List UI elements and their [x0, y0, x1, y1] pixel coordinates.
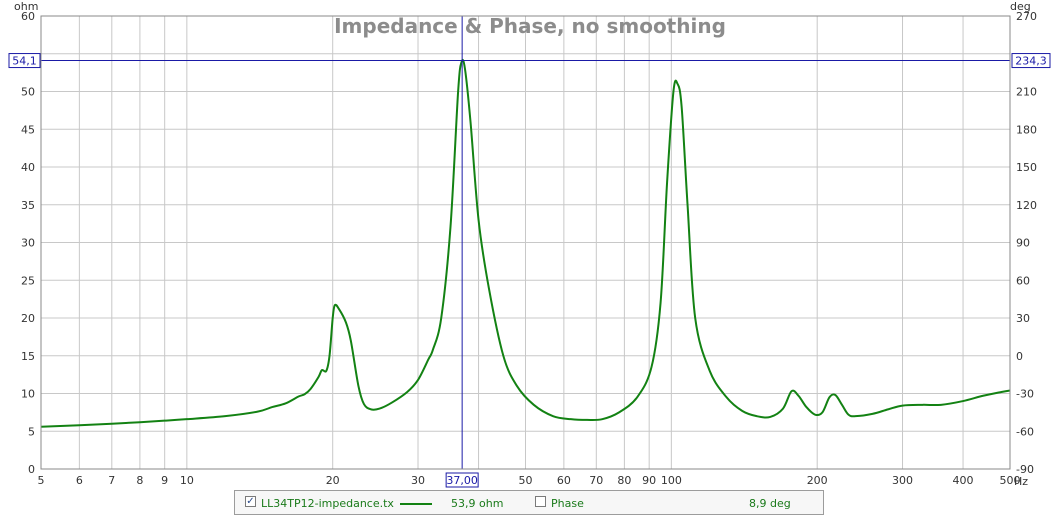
right-tick-label: 270 [1016, 10, 1037, 23]
cursor[interactable]: 54,1 234,3 37,00 [8, 16, 1051, 488]
right-axis: -90 -60 -30 0 30 60 90 120 150 180 210 270 [1016, 10, 1037, 476]
plot-frame [40, 15, 1011, 470]
x-tick-label: 400 [953, 474, 974, 487]
cursor-x-readout-text: 37,00 [446, 474, 478, 487]
x-tick-label: 60 [557, 474, 571, 487]
x-tick-label: 100 [661, 474, 682, 487]
x-tick-label: 500 [1000, 474, 1021, 487]
legend-series1-name: LL34TP12-impedance.tx [261, 497, 394, 510]
x-tick-label: 70 [589, 474, 603, 487]
right-tick-label: 30 [1016, 312, 1030, 325]
x-tick-label: 6 [76, 474, 83, 487]
right-tick-label: 90 [1016, 237, 1030, 250]
left-tick-label: 0 [28, 463, 35, 476]
right-tick-label: -30 [1016, 388, 1034, 401]
cursor-left-readout: 54,1 [8, 53, 41, 69]
cursor-right-readout-box [1011, 53, 1051, 69]
x-tick-label: 9 [161, 474, 168, 487]
left-axis-unit: ohm [14, 0, 38, 13]
x-tick-label: 8 [136, 474, 143, 487]
left-tick-label: 45 [21, 123, 35, 136]
x-tick-label: 10 [180, 474, 194, 487]
right-tick-label: 180 [1016, 123, 1037, 136]
right-tick-label: 150 [1016, 161, 1037, 174]
x-tick-label: 7 [108, 474, 115, 487]
x-tick-label: 90 [642, 474, 656, 487]
cursor-left-readout-box [8, 53, 41, 69]
x-tick-label: 300 [892, 474, 913, 487]
x-tick-label: 20 [326, 474, 340, 487]
left-tick-label: 20 [21, 312, 35, 325]
chart-title: Impedance & Phase, no smoothing [334, 14, 726, 38]
right-tick-label: 120 [1016, 199, 1037, 212]
series [40, 58, 1011, 428]
x-tick-label: 30 [411, 474, 425, 487]
series1-checkbox[interactable]: ✓ [245, 496, 256, 507]
grid [40, 15, 1011, 470]
left-tick-label: 10 [21, 388, 35, 401]
legend-series1-value: 53,9 ohm [451, 497, 504, 510]
right-tick-label: -90 [1016, 463, 1034, 476]
legend-series1-swatch [400, 503, 432, 505]
x-tick-label: 80 [617, 474, 631, 487]
left-axis: 0 5 10 15 20 25 30 35 40 45 50 60 [21, 10, 35, 476]
left-tick-label: 30 [21, 237, 35, 250]
right-tick-label: 0 [1016, 350, 1023, 363]
check-icon: ✓ [246, 496, 255, 507]
left-tick-label: 40 [21, 161, 35, 174]
cursor-left-readout-text: 54,1 [12, 55, 37, 68]
x-tick-label: 200 [807, 474, 828, 487]
right-axis-unit: deg [1010, 0, 1031, 13]
cursor-x-readout-box [445, 472, 479, 488]
legend-series2-value: 8,9 deg [749, 497, 791, 510]
x-axis: 5 6 7 8 9 10 20 30 50 60 70 80 90 100 200 300 400 500 [38, 474, 1021, 487]
x-tick-label: 5 [38, 474, 45, 487]
right-tick-label: 210 [1016, 86, 1037, 99]
legend-series2-name: Phase [551, 497, 584, 510]
left-tick-label: 25 [21, 274, 35, 287]
cursor-right-readout: 234,3 [1011, 53, 1051, 69]
right-tick-label: -60 [1016, 425, 1034, 438]
left-tick-label: 60 [21, 10, 35, 23]
x-axis-unit: Hz [1014, 475, 1028, 488]
cursor-x-readout: 37,00 [445, 472, 479, 488]
x-tick-label: 50 [519, 474, 533, 487]
series-line-impedance [40, 58, 1011, 428]
series2-checkbox[interactable] [535, 496, 546, 507]
left-tick-label: 35 [21, 199, 35, 212]
left-tick-label: 50 [21, 86, 35, 99]
left-tick-label: 15 [21, 350, 35, 363]
cursor-right-readout-text: 234,3 [1015, 55, 1047, 68]
right-tick-label: 60 [1016, 274, 1030, 287]
left-tick-label: 5 [28, 425, 35, 438]
legend: ✓ LL34TP12-impedance.tx 53,9 ohm Phase 8… [234, 490, 824, 515]
